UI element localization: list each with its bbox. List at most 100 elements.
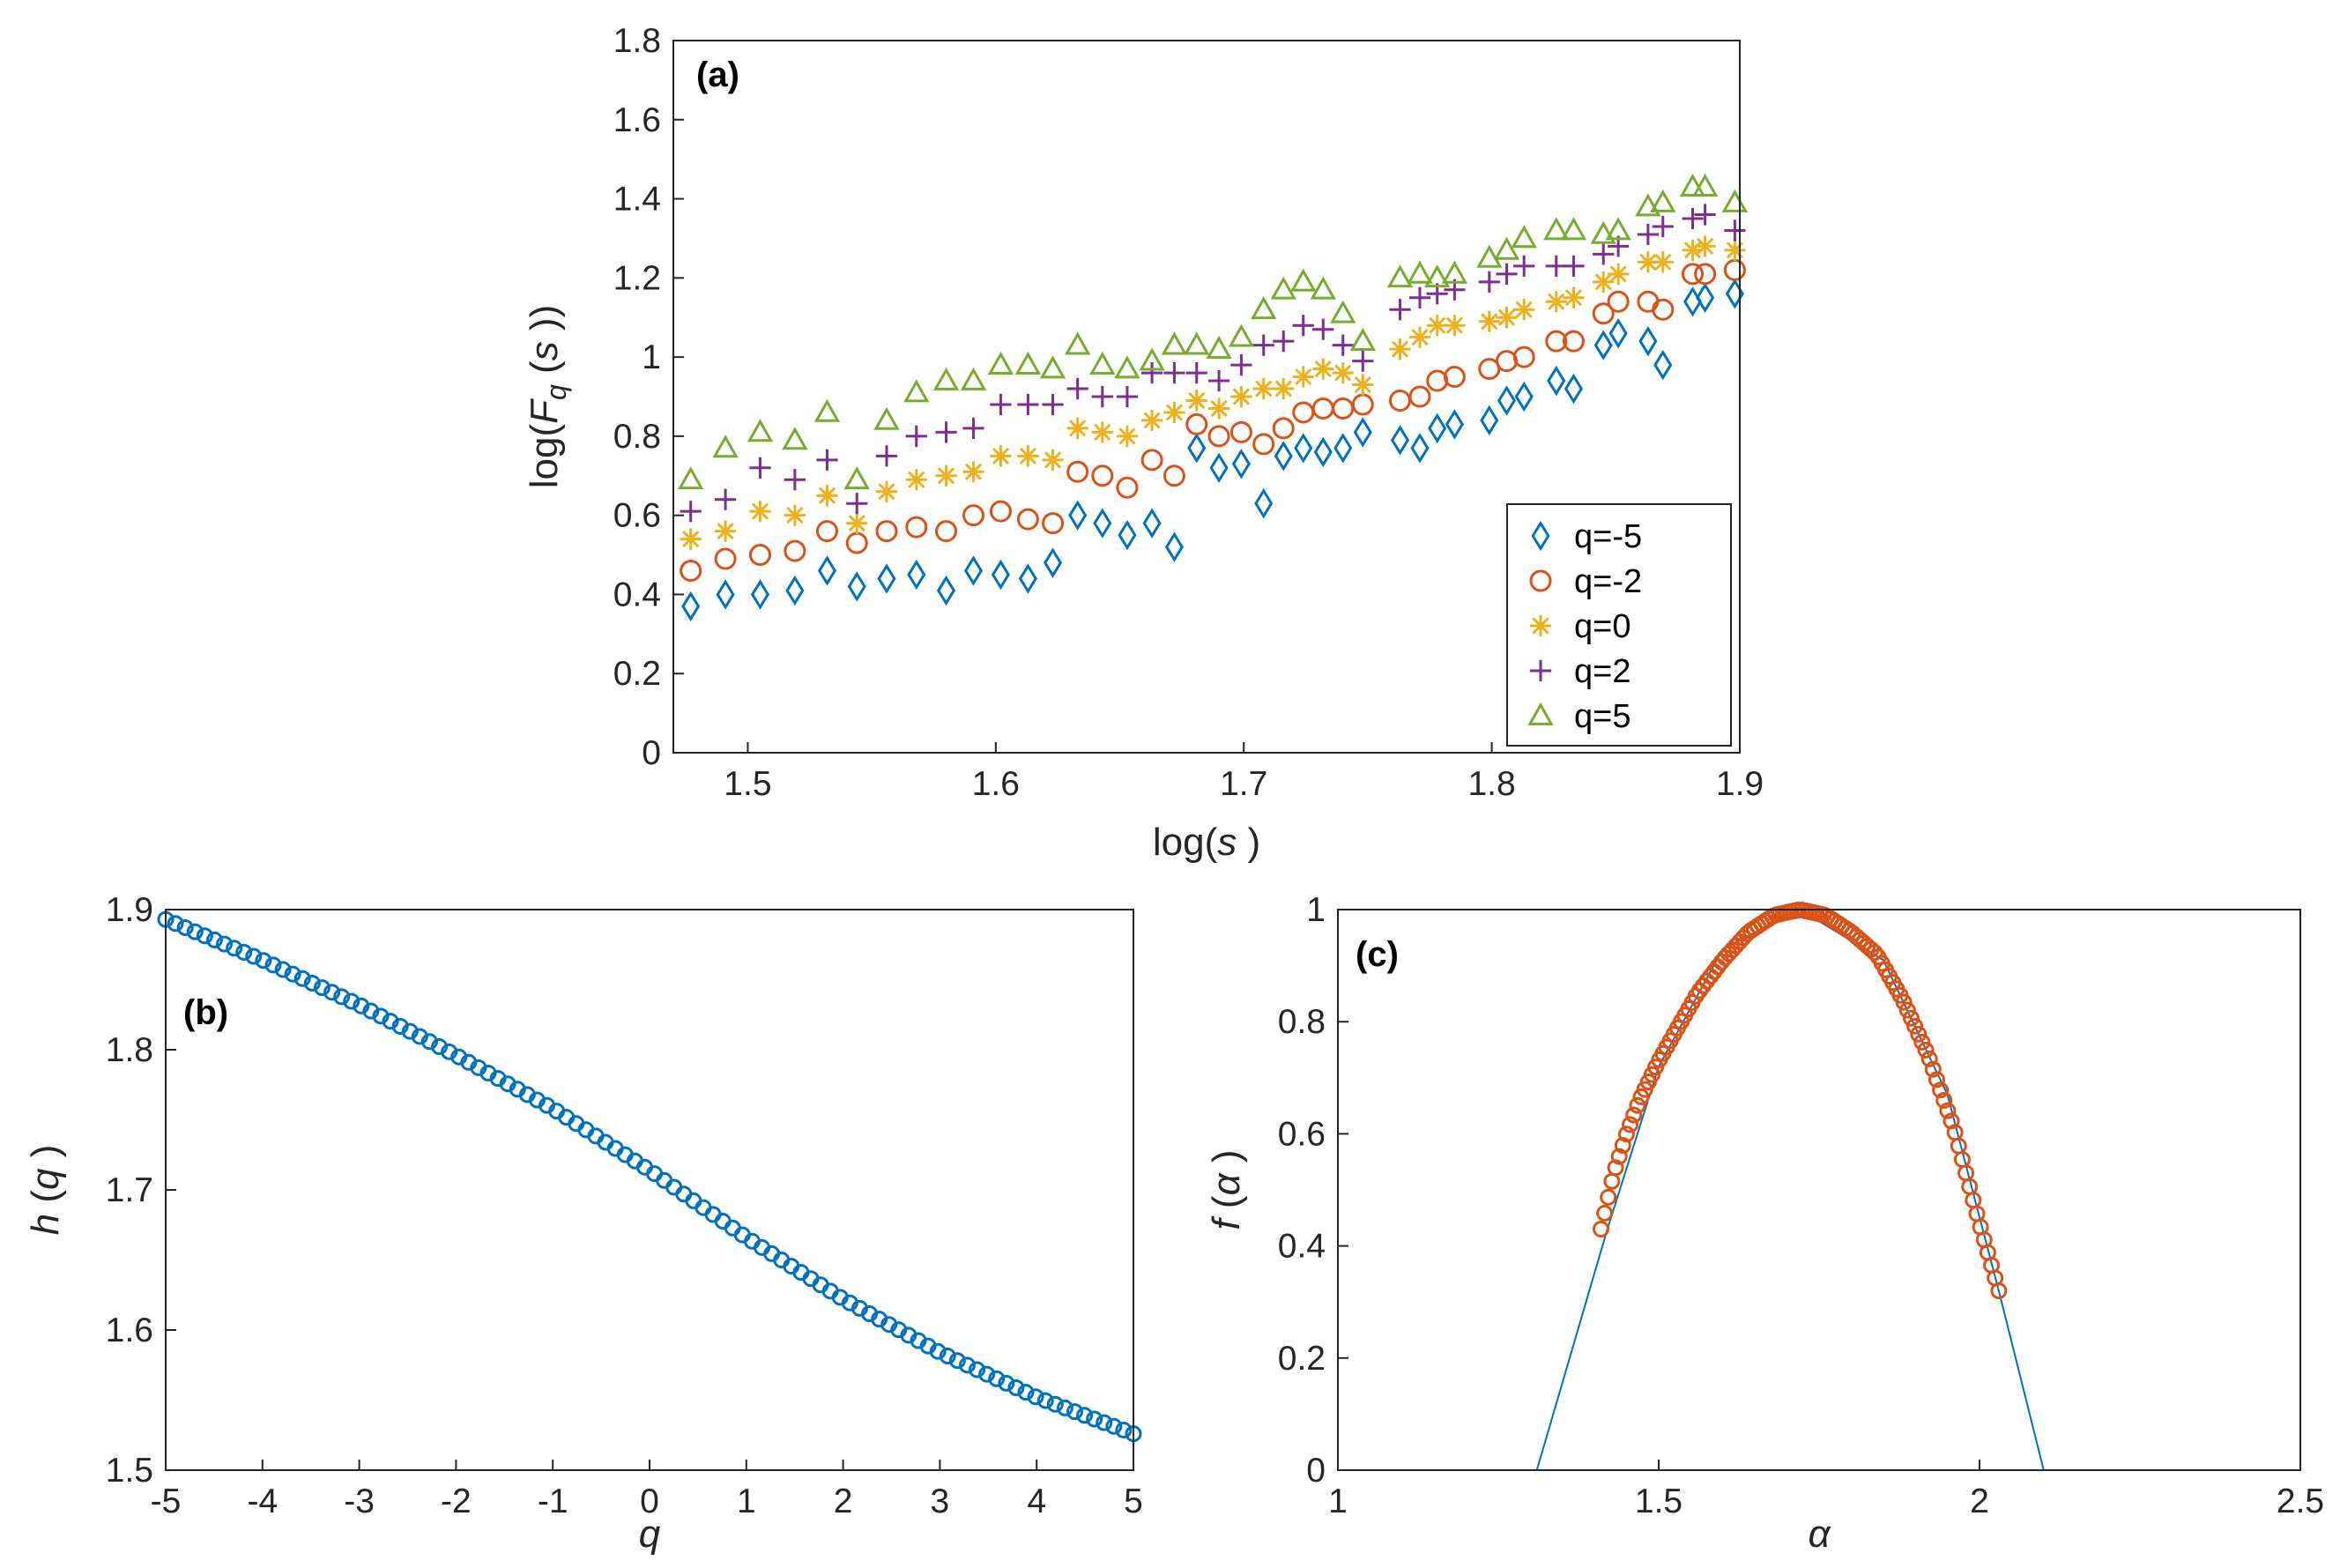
data-point xyxy=(1118,519,1137,551)
data-point xyxy=(264,956,282,974)
data-point xyxy=(1332,361,1354,384)
panel-c-ytick-label: 1 xyxy=(1306,891,1326,929)
series-q=-5 xyxy=(681,279,1744,622)
data-point xyxy=(1543,217,1570,241)
panel-a-ytick-label: 1.8 xyxy=(613,22,661,60)
panel-a-ytick-label: 1 xyxy=(642,338,661,376)
data-point xyxy=(226,940,243,957)
data-point xyxy=(1564,373,1584,405)
data-point xyxy=(948,1352,966,1370)
data-point xyxy=(939,1348,956,1365)
data-point xyxy=(1332,397,1355,420)
panel-c-axes-box xyxy=(1337,909,2301,1471)
legend-label: q=5 xyxy=(1574,698,1631,735)
data-point xyxy=(935,421,957,443)
data-point xyxy=(1163,464,1185,487)
data-point xyxy=(1691,173,1719,197)
fit-line xyxy=(1535,908,2045,1471)
data-point xyxy=(816,485,838,507)
data-point xyxy=(1068,500,1088,531)
data-point xyxy=(1036,1392,1054,1409)
data-point xyxy=(313,979,331,997)
data-point xyxy=(1898,1001,1916,1019)
data-point xyxy=(1066,417,1088,440)
data-point xyxy=(1270,276,1296,300)
data-point xyxy=(274,961,292,978)
series-q=0 xyxy=(680,235,1746,550)
data-point xyxy=(845,531,868,554)
data-point xyxy=(245,947,263,965)
data-point xyxy=(1228,323,1255,347)
data-point xyxy=(293,970,311,987)
data-point xyxy=(680,528,702,550)
data-point xyxy=(748,544,771,567)
data-point xyxy=(1273,331,1295,353)
data-point xyxy=(1593,330,1613,360)
data-point xyxy=(1209,452,1229,483)
panel-c-ytick-label: 0.4 xyxy=(1278,1228,1326,1266)
data-point xyxy=(1511,225,1537,249)
data-point xyxy=(680,501,702,523)
data-point xyxy=(1273,377,1295,400)
data-point xyxy=(935,520,958,543)
data-point xyxy=(988,1370,1006,1387)
data-point xyxy=(958,1356,976,1374)
data-point xyxy=(1545,291,1567,313)
data-point xyxy=(1629,1096,1646,1114)
data-point xyxy=(905,469,927,491)
data-point xyxy=(1408,385,1431,408)
legend-label: q=-2 xyxy=(1574,563,1642,600)
data-point xyxy=(1410,433,1430,464)
data-point xyxy=(681,591,701,622)
data-point xyxy=(1352,374,1374,396)
data-point xyxy=(749,501,771,523)
data-point xyxy=(969,1361,986,1379)
data-point xyxy=(1116,425,1139,447)
data-point xyxy=(1140,449,1163,472)
data-point xyxy=(1497,385,1517,416)
data-point xyxy=(1547,365,1566,397)
data-point xyxy=(680,560,702,583)
data-point xyxy=(1910,1025,1928,1043)
data-point xyxy=(1653,349,1673,381)
data-point xyxy=(987,351,1014,375)
legend-marker-q=-5 xyxy=(1531,520,1550,552)
data-point xyxy=(1330,300,1356,323)
panel-a-xtick-label: 1.9 xyxy=(1716,765,1764,803)
data-point xyxy=(1721,189,1749,212)
series-f-alpha-points xyxy=(1592,901,2008,1299)
panel-a-axes-box xyxy=(672,40,1741,754)
data-point xyxy=(816,449,838,471)
data-point xyxy=(749,457,771,479)
panel-a-xtick-label: 1.8 xyxy=(1467,765,1515,803)
data-point xyxy=(1513,299,1535,321)
panel-b-ytick-label: 1.9 xyxy=(106,891,153,929)
data-point xyxy=(990,393,1012,416)
data-point xyxy=(1560,217,1587,241)
panel-c-ylabel: f (α ) xyxy=(1205,1149,1248,1230)
data-point xyxy=(1076,1407,1094,1424)
panel-b: -5 -4 -3 -2 -1 0 1 2 3 4 5 1.5 1.6 1.7 1.8 1.9 (b) q h … xyxy=(24,891,1143,1556)
panel-c-ytick-label: 0 xyxy=(1306,1452,1326,1490)
panel-a-ytick-label: 1.6 xyxy=(613,101,661,139)
panel-a-xtick-label: 1.7 xyxy=(1220,765,1267,803)
data-point xyxy=(1140,361,1163,384)
data-point xyxy=(1091,421,1113,443)
data-point xyxy=(1312,318,1334,340)
data-point xyxy=(782,427,808,450)
data-point xyxy=(1562,330,1585,353)
data-point xyxy=(1622,1116,1639,1133)
data-point xyxy=(1638,325,1658,357)
data-point xyxy=(1478,310,1500,332)
data-point xyxy=(1607,1159,1624,1177)
data-point xyxy=(1206,335,1232,359)
data-point xyxy=(1895,993,1913,1011)
panel-b-ytick-label: 1.8 xyxy=(106,1031,153,1069)
data-point xyxy=(875,480,898,502)
data-point xyxy=(1252,433,1275,456)
panel-b-xlabel: q xyxy=(639,1512,661,1556)
data-point xyxy=(1017,1384,1035,1401)
data-point xyxy=(1349,328,1376,352)
legend-marker-q=0 xyxy=(1529,614,1552,637)
series-h-q xyxy=(157,910,1142,1443)
